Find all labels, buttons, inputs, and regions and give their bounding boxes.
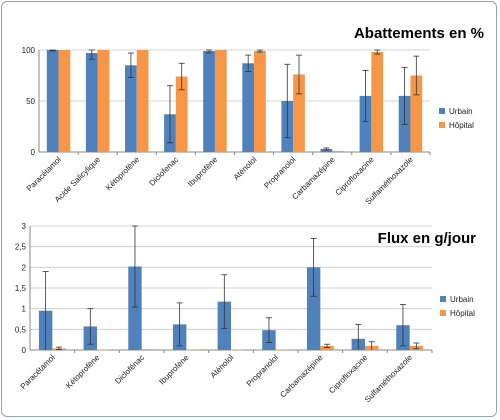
category-label: Carbamazépine	[278, 353, 325, 400]
chart-title: Flux en g/jour	[378, 230, 476, 247]
category-label: Paracétamol	[19, 353, 57, 391]
legend-swatch-hôpital	[440, 310, 446, 316]
bar-hôpital	[332, 150, 344, 152]
category-label: Kétoprofène	[104, 155, 142, 193]
bar-urbain	[203, 51, 215, 152]
y-tick-label: 0,5	[15, 325, 27, 334]
category-label: Diclofenac	[147, 155, 180, 188]
category-label: Diclofénac	[113, 353, 146, 386]
category-label: Ibuprofène	[157, 353, 191, 387]
bar-hôpital	[275, 349, 290, 351]
bar-urbain	[128, 266, 142, 350]
bar-urbain	[359, 95, 372, 152]
bar-urbain	[125, 65, 137, 152]
abattements-chart: Abattements en % 050100ParacétamolAcide …	[22, 25, 484, 206]
y-tick-label: 0	[31, 148, 36, 157]
flux-chart: Flux en g/jour 0 0,5 1 1,5 2 2,5 3 Paracétamol K…	[15, 222, 476, 405]
category-label: Ciprofloxacine	[327, 353, 370, 396]
category-label: Propranolol	[245, 353, 280, 388]
y-tick-label: 2,5	[15, 243, 27, 252]
category-label: Ibuprofène	[186, 155, 220, 189]
y-tick-label: 0	[22, 346, 27, 355]
category-label: Sulfaméthoxazole	[363, 353, 415, 405]
legend-label: Hôpital	[450, 309, 475, 318]
bar-hôpital	[410, 75, 423, 152]
bar-hôpital	[97, 349, 111, 351]
bar-hôpital	[175, 76, 188, 152]
chart-title: Abattements en %	[354, 25, 484, 42]
bar-hôpital	[186, 349, 200, 351]
category-label: Carbamazépine	[290, 155, 337, 202]
legend-swatch-urbain	[439, 108, 445, 114]
category-label: Paracétamol	[25, 155, 63, 193]
bar-hôpital	[371, 52, 384, 152]
y-tick-label: 3	[22, 222, 27, 231]
bar-hôpital	[97, 50, 110, 152]
bar-hôpital	[141, 349, 156, 350]
legend-label: Urbain	[450, 295, 474, 304]
category-label: Ciprofloxacine	[334, 155, 377, 198]
bar-hôpital	[231, 349, 245, 351]
bar-urbain	[46, 50, 59, 152]
bar-hôpital	[214, 50, 227, 152]
y-tick-label: 1,5	[15, 284, 27, 293]
category-label: Aténolol	[232, 155, 259, 182]
bar-hôpital	[58, 50, 71, 152]
bar-hôpital	[136, 50, 149, 152]
bar-hôpital	[254, 51, 266, 152]
bar-urbain	[306, 267, 321, 350]
y-tick-label: 50	[26, 97, 35, 106]
legend-label: Hôpital	[449, 121, 474, 130]
bar-urbain	[85, 53, 98, 153]
category-label: Aténolol	[209, 353, 236, 380]
y-tick-label: 2	[22, 263, 27, 272]
bar-urbain	[242, 63, 255, 153]
legend-label: Urbain	[449, 107, 473, 116]
y-tick-label: 100	[22, 46, 36, 55]
bar-hôpital	[293, 74, 305, 152]
legend-swatch-hôpital	[439, 122, 445, 128]
legend-swatch-urbain	[440, 296, 446, 302]
bar-hôpital	[320, 345, 334, 350]
y-tick-label: 1	[22, 305, 27, 314]
category-label: Kétoprofène	[64, 353, 102, 391]
category-label: Propranolol	[262, 155, 297, 190]
bar-urbain	[320, 148, 333, 152]
